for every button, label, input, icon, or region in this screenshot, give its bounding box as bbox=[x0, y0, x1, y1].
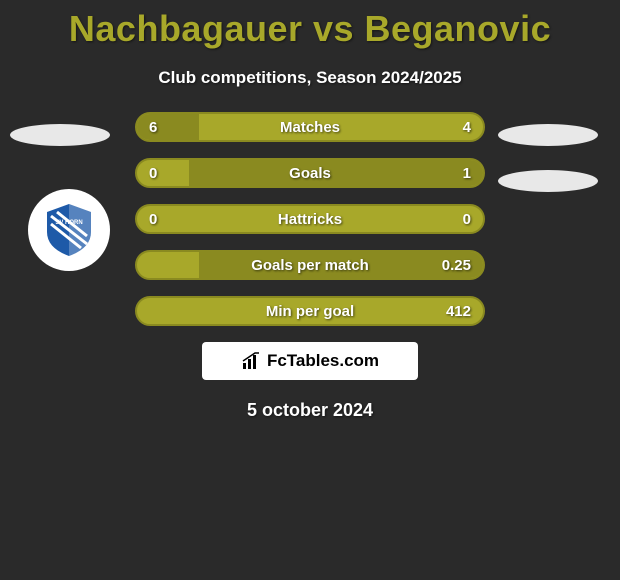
page-title: Nachbagauer vs Beganovic bbox=[0, 0, 620, 50]
footer-brand-text: FcTables.com bbox=[267, 351, 379, 371]
player-left-avatar bbox=[10, 124, 110, 146]
shield-icon: SV HORN bbox=[41, 202, 97, 258]
stat-label: Min per goal bbox=[137, 298, 483, 324]
stat-rows: 6Matches40Goals10Hattricks0Goals per mat… bbox=[135, 112, 485, 326]
stat-row: 6Matches4 bbox=[135, 112, 485, 142]
stat-label: Hattricks bbox=[137, 206, 483, 232]
stat-row: Min per goal412 bbox=[135, 296, 485, 326]
stat-label: Goals per match bbox=[137, 252, 483, 278]
stat-value-right: 0 bbox=[463, 206, 471, 232]
stat-value-right: 1 bbox=[463, 160, 471, 186]
stat-value-right: 4 bbox=[463, 114, 471, 140]
footer-brand-badge: FcTables.com bbox=[202, 342, 418, 380]
date-text: 5 october 2024 bbox=[0, 400, 620, 421]
stat-label: Matches bbox=[137, 114, 483, 140]
stats-area: SV HORN 6Matches40Goals10Hattricks0Goals… bbox=[0, 112, 620, 326]
stat-label: Goals bbox=[137, 160, 483, 186]
club-badge: SV HORN bbox=[28, 189, 110, 271]
chart-icon bbox=[241, 351, 261, 371]
subtitle: Club competitions, Season 2024/2025 bbox=[0, 68, 620, 88]
stat-value-right: 0.25 bbox=[442, 252, 471, 278]
player-right-avatar bbox=[498, 124, 598, 146]
svg-text:SV HORN: SV HORN bbox=[55, 220, 82, 226]
stat-row: 0Goals1 bbox=[135, 158, 485, 188]
player-right-avatar-2 bbox=[498, 170, 598, 192]
stat-row: Goals per match0.25 bbox=[135, 250, 485, 280]
stat-value-right: 412 bbox=[446, 298, 471, 324]
stat-row: 0Hattricks0 bbox=[135, 204, 485, 234]
